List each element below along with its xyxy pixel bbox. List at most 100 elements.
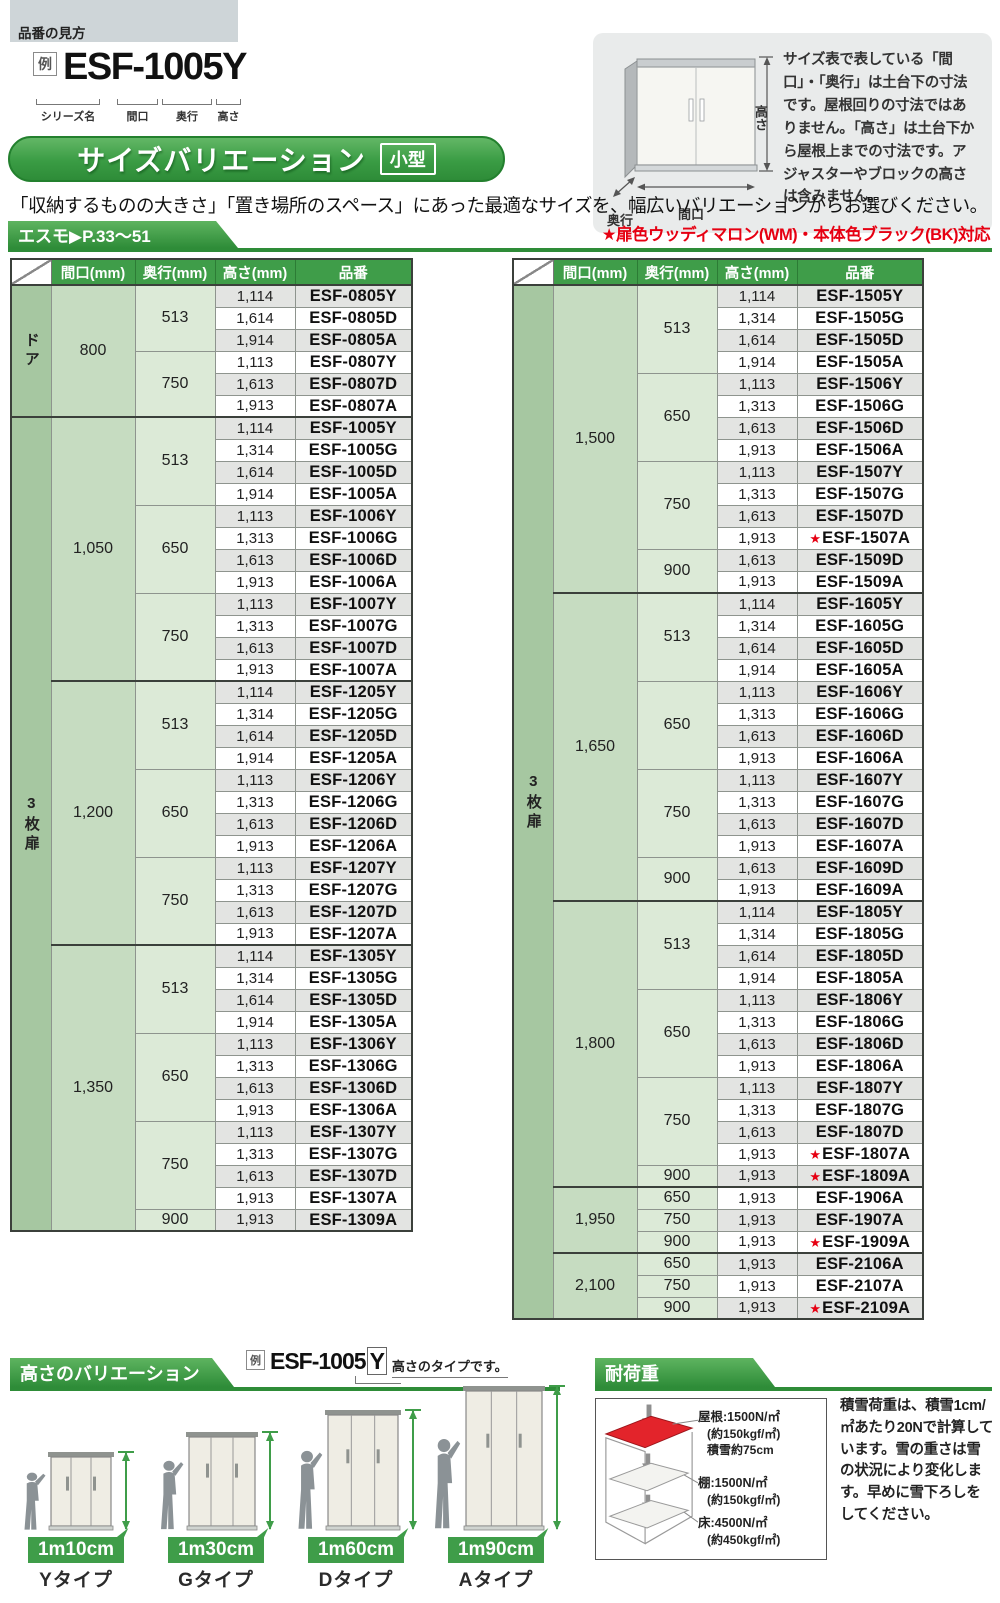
load-floor-labels: 床:4500N/㎡ (約450kgf/㎡) (698, 1515, 780, 1548)
height-type-graphic (290, 1408, 423, 1532)
cell-maguchi: 1,050 (50, 416, 136, 682)
cell-okuyuki: 513 (134, 284, 216, 352)
table-row: 1,313 ESF-1806G (513, 1010, 924, 1034)
cell-hinban: ESF-1305Y (294, 944, 413, 968)
dimension-info-box: 高さ 間口 奥行 サイズ表で表している「間口」・「奥行」は土台下の寸法です。屋根… (593, 33, 992, 233)
cell-hinban: ESF-1506D (796, 416, 924, 440)
cell-hinban: ESF-1609D (796, 856, 924, 880)
height-type-graphic (17, 1450, 136, 1532)
green-rule-height (10, 1387, 560, 1391)
table-row: 650 1,113 ESF-1606Y (513, 680, 924, 770)
table-row: 1,913 ESF-1606A (513, 746, 924, 770)
table-row: 1,913 ESF-1806A (513, 1054, 924, 1078)
category-label: ドア (22, 332, 40, 370)
cell-hinban: ESF-1505A (796, 350, 924, 374)
cell-hinban: ESF-1306D (294, 1076, 413, 1100)
cell-hinban: ESF-1509A (796, 570, 924, 594)
table-row: ドア 800 513 1,114 ESF-0805Y (10, 284, 413, 418)
corner-diagonal-cell (512, 258, 554, 286)
cell-hinban: ESF-2106A (796, 1252, 924, 1276)
cell-takasa: 1,913 (716, 438, 798, 462)
table-row: 750 1,113 ESF-0807Y (11, 350, 413, 418)
height-variation-banner: 高さのバリエーション (10, 1358, 234, 1387)
table-row: 1,913 ESF-1607A (513, 834, 924, 858)
table-row: 900 1,913 ESF-1309A (11, 1208, 413, 1232)
cell-takasa: 1,314 (716, 614, 798, 638)
bracket-series (36, 99, 100, 105)
cell-takasa: 1,113 (214, 768, 296, 792)
cell-takasa: 1,913 (214, 1186, 296, 1210)
cell-takasa: 1,913 (716, 834, 798, 858)
dim-height-label: 高さ (753, 105, 768, 131)
cell-hinban: ESF-1306Y (294, 1032, 413, 1056)
cell-takasa: 1,114 (214, 416, 296, 440)
cell-takasa: 1,114 (214, 944, 296, 968)
cell-hinban: ESF-1605D (796, 636, 924, 660)
cell-hinban: ESF-1007G (294, 614, 413, 638)
load-shelf-labels: 棚:1500N/㎡ (約150kgf/㎡) (698, 1475, 780, 1508)
cell-takasa: 1,614 (214, 988, 296, 1012)
cell-takasa: 1,313 (214, 790, 296, 814)
label-takasa: 高さ (217, 111, 240, 123)
cell-hinban: ESF-1206G (294, 790, 413, 814)
table-row: 1,913 ★ESF-1507A (513, 526, 924, 550)
table-row: 1,314 ESF-1305G (11, 966, 413, 990)
height-type-items: 1m10cm Yタイプ 1m30cm Gタイプ 1m60cm Dタイプ 1m90cm Aタイプ (10, 1385, 565, 1592)
cell-takasa: 1,913 (214, 922, 296, 946)
cell-okuyuki: 650 (636, 1252, 718, 1276)
height-type-graphic (153, 1430, 280, 1532)
cell-hinban: ESF-1205G (294, 702, 413, 726)
cell-hinban: ESF-1605A (796, 658, 924, 682)
snow-load-note: 積雪荷重は、積雪1cm/㎡あたり20Nで計算しています。雪の重さは雪の状況により… (840, 1398, 994, 1523)
cell-category: 3枚扉 (10, 416, 52, 1232)
cell-takasa: 1,613 (214, 812, 296, 836)
cell-takasa: 1,114 (214, 680, 296, 704)
table-row: 1,614 ESF-1805D (513, 944, 924, 968)
cell-takasa: 1,613 (214, 636, 296, 660)
shed-illustration (47, 1451, 134, 1531)
person-silhouette-icon (298, 1450, 322, 1529)
cell-hinban: ESF-1207Y (294, 856, 413, 880)
cell-okuyuki: 650 (636, 680, 718, 770)
cell-takasa: 1,914 (214, 1010, 296, 1034)
cell-takasa: 1,313 (716, 394, 798, 418)
cell-hinban: ESF-1607G (796, 790, 924, 814)
table-row: 1,613 ESF-1006D (11, 548, 413, 572)
column-header-1: 奥行(mm) (134, 258, 216, 286)
cell-maguchi: 1,800 (552, 900, 638, 1188)
column-header-0: 間口(mm) (552, 258, 638, 286)
height-badge: 1m10cm (28, 1537, 124, 1563)
cell-hinban: ESF-1509D (796, 548, 924, 572)
cell-takasa: 1,913 (716, 1274, 798, 1298)
cell-hinban: ESF-1507D (796, 504, 924, 528)
cell-takasa: 1,913 (716, 1208, 798, 1232)
height-type-note: 高さのタイプです。 (391, 1356, 508, 1378)
table-row: 1,613 ESF-1507D (513, 504, 924, 528)
cell-okuyuki: 750 (636, 1076, 718, 1166)
cell-hinban: ESF-1606D (796, 724, 924, 748)
size-table-right-mount: 間口(mm) 奥行(mm) 高さ(mm) 品番 3枚扉 1,500 513 1,114 ESF-… (512, 258, 924, 1320)
cell-takasa: 1,313 (716, 482, 798, 506)
cell-hinban: ESF-1005A (294, 482, 413, 506)
intro-text: 「収納するものの大きさ」「置き場所のスペース」にあった最適なサイズを、幅広いバリ… (10, 195, 988, 216)
cell-hinban: ESF-1305G (294, 966, 413, 990)
column-header-1: 奥行(mm) (636, 258, 718, 286)
table-row: 3枚扉 1,050 513 1,114 ESF-1005Y (10, 416, 413, 1232)
table-row: 1,914 ESF-1205A (11, 746, 413, 770)
cell-hinban: ESF-0805D (294, 306, 413, 330)
cell-maguchi: 800 (50, 284, 136, 418)
table-row: 900 1,913 ★ESF-2109A (513, 1296, 924, 1320)
cell-maguchi: 1,350 (50, 944, 136, 1232)
green-rule-load (595, 1387, 992, 1391)
cell-takasa: 1,113 (214, 350, 296, 374)
table-row: 750 1,113 ESF-1607Y (513, 768, 924, 858)
bracket-maguchi (117, 99, 158, 105)
load-capacity-box: 屋根:1500N/㎡ (約150kgf/㎡) 積雪約75cm 棚:1500N/㎡… (595, 1398, 827, 1560)
cell-hinban: ESF-1307A (294, 1186, 413, 1210)
cell-hinban: ★ESF-1507A (796, 526, 924, 550)
cell-takasa: 1,314 (716, 922, 798, 946)
table-row: 1,800 513 1,114 ESF-1805Y (513, 900, 924, 1188)
cell-takasa: 1,314 (214, 966, 296, 990)
table-row: 1,313 ESF-1006G (11, 526, 413, 550)
label-okuyuki: 奥行 (176, 111, 198, 123)
